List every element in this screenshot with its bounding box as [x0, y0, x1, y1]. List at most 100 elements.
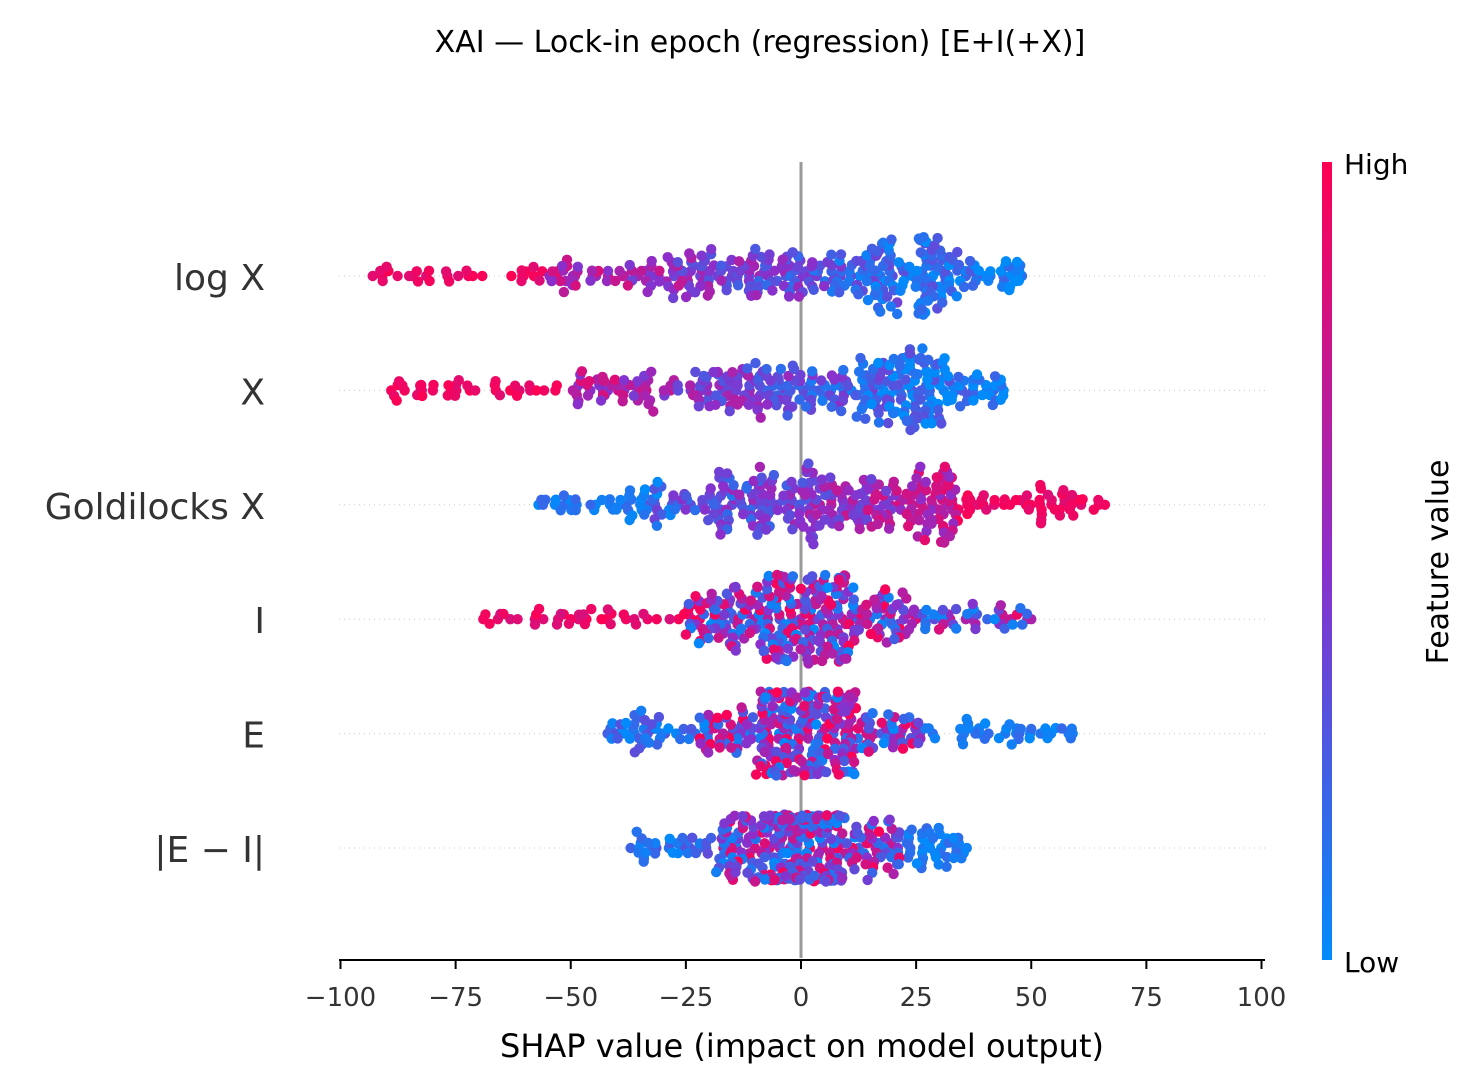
- shap-point: [1093, 494, 1104, 506]
- shap-point: [690, 847, 702, 859]
- shap-point: [712, 712, 723, 723]
- shap-point: [901, 415, 913, 427]
- shap-point: [760, 692, 771, 703]
- shap-point: [1034, 494, 1045, 506]
- shap-point: [853, 366, 865, 377]
- shap-point: [752, 404, 763, 415]
- shap-point: [654, 276, 665, 287]
- shap-point: [787, 360, 798, 371]
- shap-point: [873, 408, 884, 419]
- shap-point: [851, 411, 862, 422]
- shap-point: [771, 687, 783, 698]
- shap-point: [694, 712, 705, 723]
- shap-point: [705, 483, 716, 494]
- shap-point: [914, 515, 925, 526]
- shap-point: [693, 638, 705, 649]
- shap-point: [820, 569, 831, 581]
- shap-point: [892, 308, 903, 320]
- shap-point: [848, 756, 860, 768]
- shap-point: [677, 832, 688, 844]
- shap-point: [759, 874, 771, 885]
- shap-point: [833, 520, 845, 532]
- shap-point: [807, 571, 818, 582]
- shap-point: [862, 874, 873, 886]
- shap-point: [524, 380, 535, 391]
- shap-point: [941, 861, 952, 872]
- shap-point: [582, 390, 594, 401]
- shap-point: [929, 733, 941, 744]
- shap-point: [738, 509, 749, 520]
- shap-point: [678, 723, 689, 735]
- shap-point: [854, 523, 865, 535]
- shap-point: [721, 709, 732, 721]
- shap-point: [841, 653, 852, 664]
- shap-point: [715, 529, 726, 540]
- shap-point: [642, 286, 653, 298]
- shap-point: [755, 412, 766, 423]
- shap-point: [397, 380, 408, 391]
- shap-point: [730, 867, 741, 878]
- shap-point: [863, 746, 874, 757]
- shap-point: [756, 251, 767, 263]
- shap-point: [868, 815, 879, 827]
- shap-point: [698, 370, 709, 382]
- shap-point: [690, 366, 701, 378]
- shap-point: [586, 603, 597, 615]
- shap-point: [729, 810, 740, 821]
- shap-point: [817, 395, 828, 406]
- shap-point: [752, 581, 763, 592]
- shap-point: [643, 398, 654, 410]
- shap-point: [775, 363, 787, 375]
- shap-point: [624, 514, 635, 526]
- shap-point: [882, 417, 894, 429]
- shap-point: [891, 599, 902, 611]
- shap-point: [906, 824, 917, 835]
- shap-point: [922, 374, 933, 385]
- shap-point: [856, 403, 867, 415]
- shap-point: [747, 712, 759, 723]
- shap-point: [612, 733, 623, 744]
- shap-point: [872, 518, 883, 530]
- shap-point: [618, 375, 630, 386]
- shap-point: [944, 471, 955, 483]
- shap-point: [618, 609, 629, 620]
- shap-point: [875, 306, 886, 317]
- shap-point: [901, 508, 912, 520]
- shap-point: [699, 504, 710, 515]
- x-axis-ticks: −100 −75 −50 −25 0 25 50 75 100: [305, 960, 1286, 1013]
- shap-point: [1006, 739, 1017, 750]
- shap-point: [893, 257, 904, 268]
- shap-point: [428, 379, 439, 391]
- shap-point: [708, 366, 719, 378]
- shap-point: [741, 738, 752, 749]
- shap-point: [911, 265, 923, 277]
- shap-point: [816, 375, 827, 386]
- shap-point: [862, 618, 873, 630]
- shap-point: [417, 390, 428, 402]
- shap-point: [697, 494, 708, 506]
- shap-point: [924, 827, 935, 838]
- shap-point: [727, 367, 738, 378]
- shap-point: [528, 261, 539, 273]
- x-tick-label: 0: [793, 983, 810, 1013]
- shap-point: [952, 246, 963, 258]
- shap-point: [911, 472, 922, 484]
- shap-point: [585, 499, 596, 510]
- shap-point: [995, 394, 1006, 405]
- shap-point: [570, 505, 581, 516]
- shap-point: [814, 520, 825, 531]
- shap-point: [834, 287, 845, 298]
- shap-point: [820, 876, 832, 887]
- shap-point: [821, 692, 832, 703]
- shap-point: [931, 472, 942, 483]
- shap-point: [764, 249, 775, 260]
- shap-point: [780, 871, 791, 882]
- shap-point: [833, 574, 845, 585]
- shap-point: [808, 539, 819, 550]
- shap-point: [443, 380, 454, 391]
- chart-title: XAI — Lock-in epoch (regression) [E+I(+X…: [435, 25, 1086, 60]
- shap-point: [690, 591, 701, 602]
- shap-point: [860, 859, 871, 870]
- shap-point: [821, 810, 832, 821]
- shap-point: [706, 588, 717, 599]
